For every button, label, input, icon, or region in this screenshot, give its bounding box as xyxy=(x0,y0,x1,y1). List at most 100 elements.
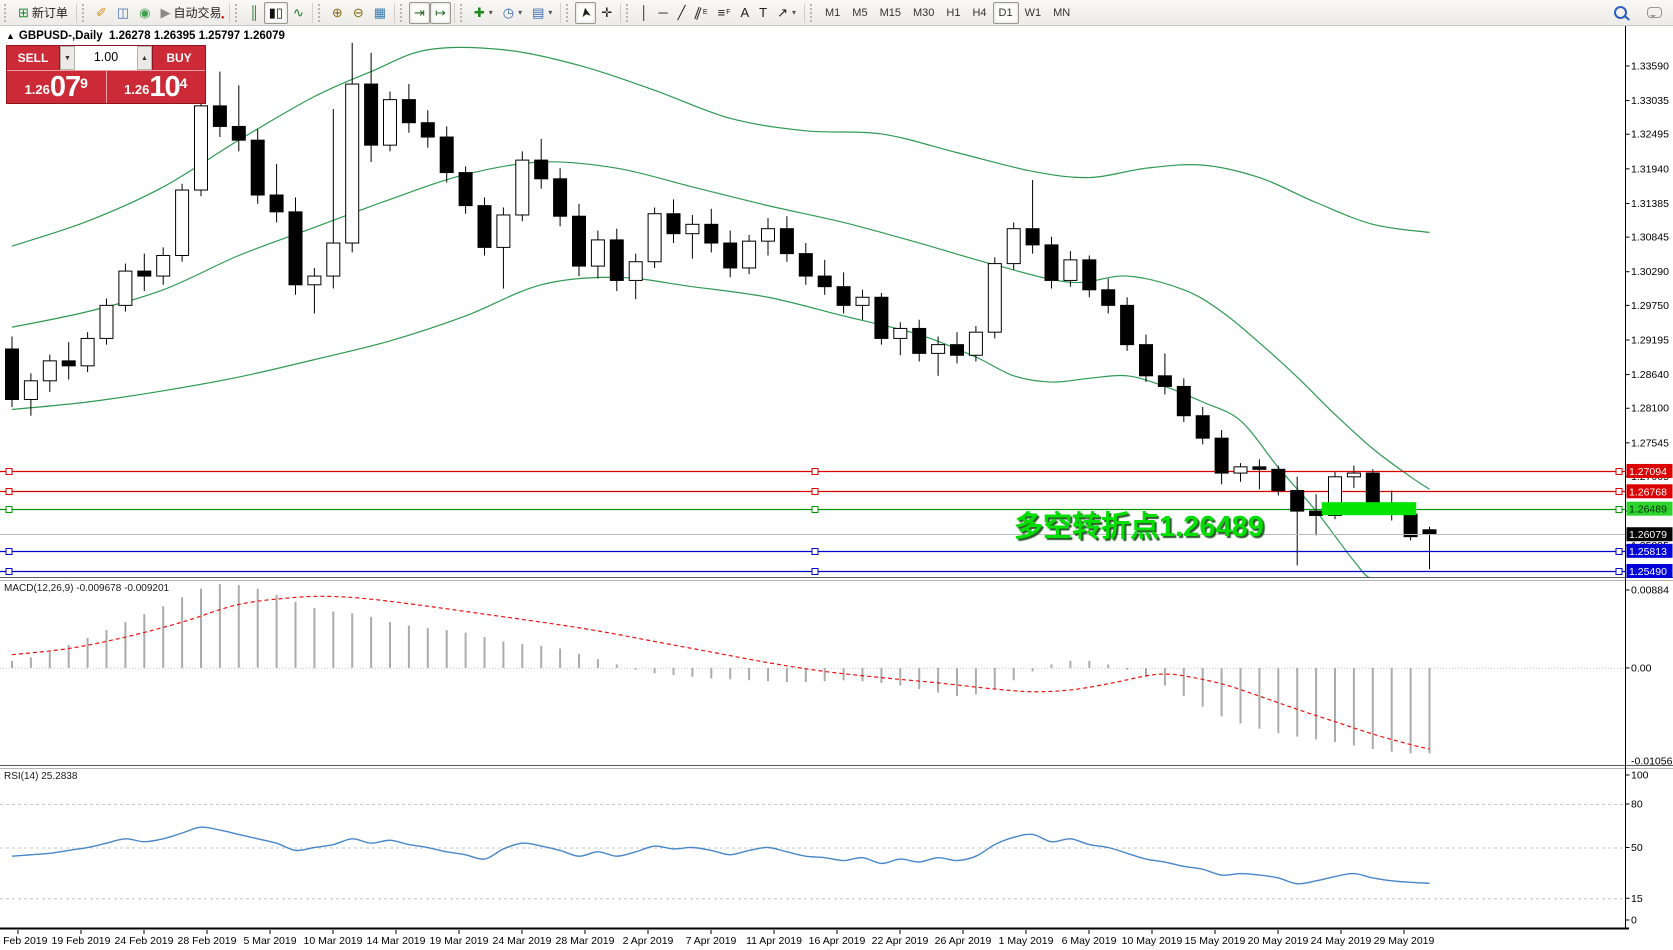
turning-point-annotation[interactable]: 多空转折点1.26489 xyxy=(1014,511,1264,543)
time-axis: 14 Feb 2019 19 Feb 2019 24 Feb 2019 28 Feb … xyxy=(0,930,1435,947)
bear-candle-body xyxy=(401,99,416,124)
bull-candle-body xyxy=(893,327,908,339)
bull-candle-body xyxy=(345,83,360,244)
text-button[interactable]: A xyxy=(735,2,754,24)
line-handle[interactable] xyxy=(5,568,13,575)
buy-price-base: 1.26 xyxy=(124,82,150,97)
open-value: 1.26278 xyxy=(109,30,151,42)
price-level-line-1.25490[interactable] xyxy=(0,568,1625,575)
eraser-button[interactable]: ✐ xyxy=(91,2,112,24)
highlight-rectangle[interactable] xyxy=(1321,502,1417,516)
line-handle[interactable] xyxy=(1615,568,1623,575)
line-handle[interactable] xyxy=(811,488,819,495)
autotrade-button[interactable]: ▶ ● 自动交易 xyxy=(155,2,226,24)
indicators-button[interactable]: ✚ ▾ xyxy=(469,2,498,24)
line-handle[interactable] xyxy=(811,468,819,475)
timeframe-h4-button[interactable]: H4 xyxy=(966,2,992,24)
line-handle[interactable] xyxy=(1615,506,1623,513)
status-badge: ● xyxy=(220,14,225,21)
bar-chart-button[interactable]: ║ xyxy=(244,2,263,24)
line-chart-button[interactable]: ∿ xyxy=(288,2,309,24)
svg-text:1.30290: 1.30290 xyxy=(1631,266,1669,278)
collapse-marker-icon[interactable]: ▲ xyxy=(6,31,15,41)
timeframe-m15-button[interactable]: M15 xyxy=(874,2,907,24)
svg-text:15 May 2019: 15 May 2019 xyxy=(1185,935,1246,947)
candlestick-chart-button[interactable]: ▮▯ xyxy=(263,1,289,24)
periods-button[interactable]: ◷ ▾ xyxy=(498,2,527,24)
line-handle[interactable] xyxy=(811,548,819,555)
rsi-value: 25.2838 xyxy=(41,771,78,782)
community-button[interactable]: ◫ xyxy=(112,2,134,24)
svg-text:20 May 2019: 20 May 2019 xyxy=(1248,935,1309,947)
chart-shift-button[interactable]: ↦ xyxy=(429,1,451,24)
chevron-down-icon: ▾ xyxy=(488,8,493,17)
horizontal-line-button[interactable]: ─ xyxy=(653,2,672,24)
line-handle[interactable] xyxy=(5,488,13,495)
buy-price[interactable]: 1.26 10 4 xyxy=(107,71,206,103)
new-order-button-label: 新订单 xyxy=(31,6,68,20)
timeframe-d1-button[interactable]: D1 xyxy=(992,1,1019,24)
timeframe-w1-button[interactable]: W1 xyxy=(1019,2,1048,24)
timeframe-m1-button[interactable]: M1 xyxy=(819,2,846,24)
sell-price[interactable]: 1.26 07 9 xyxy=(7,71,107,103)
line-handle[interactable] xyxy=(1615,468,1623,475)
toolbar-separator xyxy=(394,2,396,23)
bid-price-label: 1.26079 xyxy=(1626,527,1673,542)
bear-candle-body xyxy=(269,194,284,213)
trendline-button[interactable]: ╱ xyxy=(673,2,691,24)
signals-button[interactable]: ◉ xyxy=(134,2,155,24)
bear-candle-body xyxy=(666,213,681,235)
bear-candle-body xyxy=(1176,385,1191,417)
rsi-indicator-label: RSI(14) 25.2838 xyxy=(4,771,78,782)
line-handle[interactable] xyxy=(811,568,819,575)
text-label-button[interactable]: T xyxy=(754,2,772,24)
chat-button[interactable] xyxy=(1642,2,1667,24)
zoom-in-button[interactable]: ⊕ xyxy=(327,2,348,24)
volume-field[interactable]: 1.00 xyxy=(75,46,137,70)
cursor-button[interactable]: ➤ xyxy=(575,1,597,24)
sell-button[interactable]: SELL xyxy=(7,46,59,70)
templates-button[interactable]: ▤ ▾ xyxy=(527,2,557,24)
svg-text:22 Apr 2019: 22 Apr 2019 xyxy=(872,935,929,947)
fibonacci-button[interactable]: ≡ F xyxy=(713,2,736,24)
price-level-line-1.25813[interactable] xyxy=(0,548,1625,555)
svg-text:7 Apr 2019: 7 Apr 2019 xyxy=(686,935,737,947)
line-handle[interactable] xyxy=(5,506,13,513)
volume-increase-button[interactable]: ▲ xyxy=(137,46,152,70)
sell-price-pip: 9 xyxy=(80,75,88,91)
line-handle[interactable] xyxy=(5,468,13,475)
crosshair-button[interactable]: ✛ xyxy=(596,2,617,24)
price-level-lines xyxy=(0,468,1625,575)
volume-decrease-button[interactable]: ▼ xyxy=(60,46,75,70)
line-handle[interactable] xyxy=(1615,548,1623,555)
vertical-line-button[interactable]: │ xyxy=(635,2,653,24)
bear-candle-body xyxy=(288,211,303,286)
timeframe-m5-button[interactable]: M5 xyxy=(846,2,873,24)
timeframe-mn-button[interactable]: MN xyxy=(1047,2,1076,24)
equidistant-channel-button[interactable]: ∥ E xyxy=(690,2,712,24)
timeframe-m30-button[interactable]: M30 xyxy=(907,2,940,24)
new-order-button[interactable]: ⊞ 新订单 xyxy=(13,2,73,24)
line-handle[interactable] xyxy=(811,506,819,513)
bull-candle-body xyxy=(590,239,605,267)
toolbar-grip xyxy=(81,3,89,22)
line-handle[interactable] xyxy=(5,548,13,555)
svg-text:16 Apr 2019: 16 Apr 2019 xyxy=(809,935,866,947)
price-level-line-1.26768[interactable] xyxy=(0,488,1625,495)
svg-text:2 Apr 2019: 2 Apr 2019 xyxy=(623,935,674,947)
community-icon: ◫ xyxy=(116,5,130,20)
tile-windows-button[interactable]: ▦ xyxy=(369,2,391,24)
search-button[interactable] xyxy=(1609,2,1632,24)
zoom-out-button[interactable]: ⊖ xyxy=(348,2,369,24)
bear-candle-body xyxy=(817,275,832,288)
auto-scroll-button[interactable]: ⇥ xyxy=(409,1,430,24)
shapes-button[interactable]: ↗ ▾ xyxy=(772,2,801,24)
horizontal-line-icon: ─ xyxy=(658,5,668,20)
buy-button[interactable]: BUY xyxy=(153,46,205,70)
symbol-period-label: GBPUSD-,Daily xyxy=(18,30,103,42)
line-handle[interactable] xyxy=(1615,488,1623,495)
timeframe-h1-button[interactable]: H1 xyxy=(940,2,966,24)
svg-text:28 Feb 2019: 28 Feb 2019 xyxy=(178,935,237,947)
close-value: 1.26079 xyxy=(243,30,285,42)
